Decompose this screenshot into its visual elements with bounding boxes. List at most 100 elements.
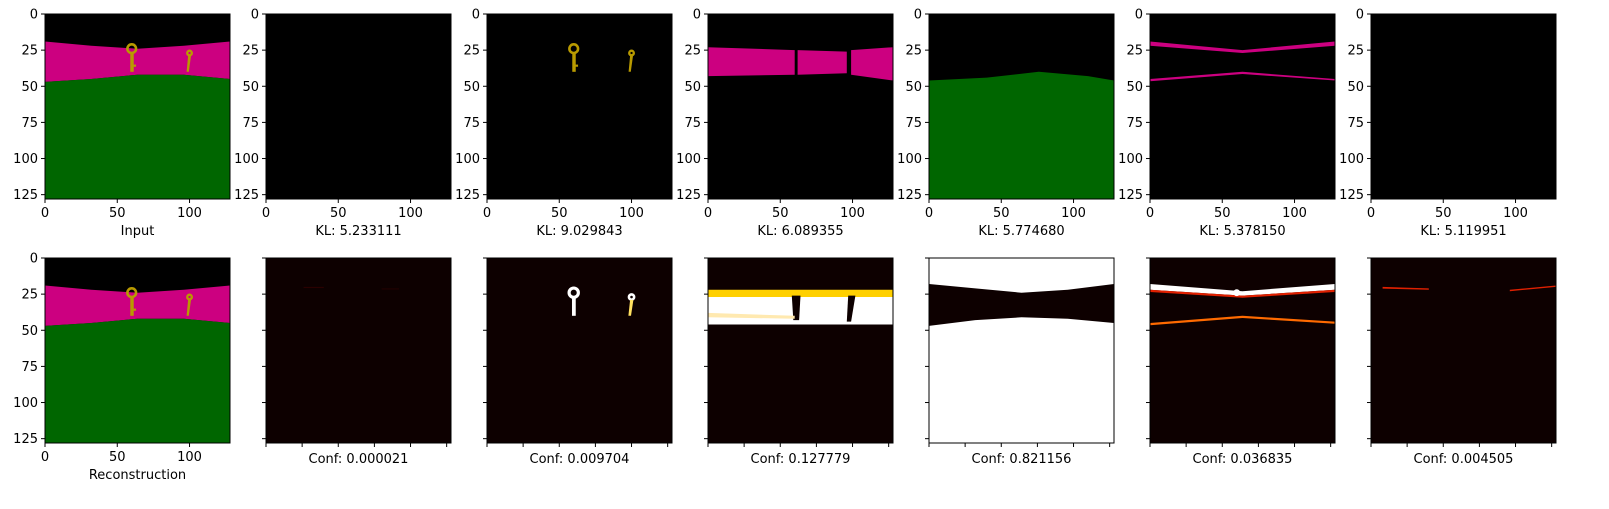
y-tick-label: 75 [21, 360, 38, 375]
panel-0-5-edge-top [1150, 41, 1335, 53]
panel-image-1-4 [928, 257, 1115, 444]
panel-0-1: 0 50 100 0 25 50 75 100 125 KL: 5.233111 [234, 8, 452, 239]
y-tick-label: 50 [1126, 80, 1143, 95]
panel-background [1150, 14, 1335, 199]
panel-1-2-key-right-shaft [628, 299, 634, 316]
kl-label: KL: 9.029843 [536, 224, 622, 239]
panel-background [1150, 258, 1335, 443]
y-tick-label: 100 [455, 152, 480, 167]
panel-background [708, 258, 893, 443]
y-tick-label: 0 [1135, 8, 1143, 23]
y-tick-label: 0 [693, 8, 701, 23]
panel-background [266, 258, 451, 443]
panel-frame [486, 257, 673, 444]
panel-image-1-6 [1370, 257, 1557, 444]
panel-1-0: 0 50 100 0 25 50 75 100 125 Reconstruction [13, 252, 231, 483]
y-tick-label: 125 [676, 188, 701, 203]
panel-0-2-key-right-shaft [628, 55, 633, 72]
panel-0-0: 0 50 100 0 25 50 75 100 125 Input [13, 8, 231, 239]
panel-0-3-band-mid [797, 50, 847, 75]
panel-1-6: Conf: 0.004505 [1367, 257, 1557, 467]
x-tick-label: 0 [704, 206, 712, 221]
panel-frame [1149, 13, 1336, 200]
panel-1-2-key-right-bow [627, 293, 636, 301]
panel-image-0-0 [44, 13, 231, 200]
y-tick-label: 100 [1118, 152, 1143, 167]
confidence-label: Conf: 0.036835 [1193, 452, 1293, 467]
panel-frame [44, 257, 231, 444]
panel-frame [265, 13, 452, 200]
y-tick-label: 0 [1356, 8, 1364, 23]
y-tick-label: 125 [13, 188, 38, 203]
panel-1-0-key-left-shaft [130, 297, 134, 316]
panel-frame [486, 13, 673, 200]
y-tick-label: 125 [455, 188, 480, 203]
panel-0-2-key-left-shaft [572, 53, 576, 72]
panel-background [1371, 14, 1556, 199]
panel-image-1-2 [486, 257, 673, 444]
panel-1-5-key-spot [1233, 289, 1241, 297]
y-tick-label: 100 [676, 152, 701, 167]
panel-0-2: 0 50 100 0 25 50 75 100 125 KL: 9.029843 [455, 8, 673, 239]
panel-0-2-key-right-bow [628, 49, 635, 57]
panel-frame [1370, 13, 1557, 200]
y-tick-label: 25 [21, 44, 38, 59]
x-tick-label: 0 [483, 206, 491, 221]
y-tick-label: 25 [1126, 44, 1143, 59]
panel-0-5: 0 50 100 0 25 50 75 100 125 KL: 5.378150 [1118, 8, 1336, 239]
kl-label: KL: 5.774680 [978, 224, 1064, 239]
x-tick-label: 100 [840, 206, 865, 221]
panel-background [1371, 258, 1556, 443]
panel-image-0-3 [707, 13, 894, 200]
panel-1-3-key-gap-right [846, 295, 856, 322]
x-tick-label: 100 [1282, 206, 1307, 221]
panel-image-1-3 [707, 257, 894, 444]
y-tick-label: 75 [905, 116, 922, 131]
panel-1-4: Conf: 0.821156 [925, 257, 1115, 467]
panel-1-5-edge-top-glow [1150, 289, 1335, 298]
panel-background [487, 258, 672, 443]
confidence-label: Conf: 0.000021 [309, 452, 409, 467]
y-tick-label: 125 [234, 188, 259, 203]
y-tick-label: 75 [1126, 116, 1143, 131]
panel-image-1-0 [44, 257, 231, 444]
panel-1-4-base [929, 258, 1114, 443]
y-tick-label: 25 [1347, 44, 1364, 59]
panel-1-0-key-right-shaft [186, 299, 191, 316]
panel-1-0-ground [45, 318, 230, 443]
panel-background [487, 14, 672, 199]
x-tick-label: 0 [925, 206, 933, 221]
x-tick-label: 0 [262, 206, 270, 221]
y-tick-label: 0 [30, 252, 38, 267]
panel-frame [265, 257, 452, 444]
panel-1-1-faint-mark-2 [381, 288, 399, 290]
x-tick-label: 50 [772, 206, 789, 221]
y-tick-label: 0 [914, 8, 922, 23]
x-tick-label: 100 [398, 206, 423, 221]
panel-1-4-band-gap [929, 284, 1114, 326]
panel-1-0-key-right-bow [186, 293, 193, 301]
panel-0-0-band [45, 41, 230, 82]
y-tick-label: 75 [684, 116, 701, 131]
y-tick-label: 100 [234, 152, 259, 167]
y-tick-label: 50 [463, 80, 480, 95]
panel-image-0-5 [1149, 13, 1336, 200]
x-tick-label: 0 [1367, 206, 1375, 221]
kl-label: KL: 5.378150 [1199, 224, 1285, 239]
x-tick-label: 50 [1435, 206, 1452, 221]
confidence-label: Conf: 0.127779 [751, 452, 851, 467]
panel-1-2-key-left-shaft [571, 297, 576, 316]
panel-1-3-band-low [708, 312, 795, 319]
panel-1-0-key-left-bit [133, 308, 137, 311]
x-tick-label: 50 [551, 206, 568, 221]
panel-1-3: Conf: 0.127779 [704, 257, 894, 467]
panel-1-1-faint-mark [303, 286, 324, 289]
y-tick-label: 50 [21, 324, 38, 339]
y-tick-label: 0 [472, 8, 480, 23]
x-tick-label: 50 [1214, 206, 1231, 221]
kl-label: KL: 5.119951 [1420, 224, 1506, 239]
y-tick-label: 100 [1339, 152, 1364, 167]
kl-label: KL: 6.089355 [757, 224, 843, 239]
panel-image-0-2 [486, 13, 673, 200]
